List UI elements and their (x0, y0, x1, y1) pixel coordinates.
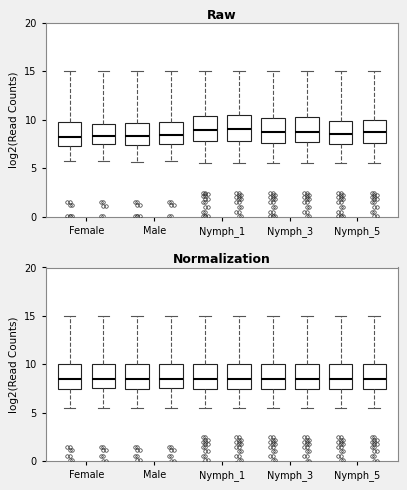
PathPatch shape (227, 365, 251, 389)
PathPatch shape (193, 116, 217, 141)
Y-axis label: log2(Read Counts): log2(Read Counts) (9, 316, 19, 413)
PathPatch shape (125, 123, 149, 145)
PathPatch shape (261, 365, 284, 389)
Title: Raw: Raw (207, 9, 237, 22)
PathPatch shape (329, 121, 352, 144)
PathPatch shape (58, 122, 81, 146)
PathPatch shape (159, 122, 183, 144)
PathPatch shape (125, 365, 149, 389)
PathPatch shape (58, 365, 81, 389)
Y-axis label: log2(Read Counts): log2(Read Counts) (9, 72, 19, 168)
PathPatch shape (329, 365, 352, 389)
PathPatch shape (92, 124, 115, 144)
PathPatch shape (295, 365, 319, 389)
PathPatch shape (363, 120, 386, 143)
PathPatch shape (193, 365, 217, 389)
Title: Normalization: Normalization (173, 253, 271, 267)
PathPatch shape (227, 115, 251, 141)
PathPatch shape (261, 118, 284, 143)
PathPatch shape (92, 365, 115, 388)
PathPatch shape (363, 365, 386, 389)
PathPatch shape (159, 365, 183, 388)
PathPatch shape (295, 117, 319, 142)
